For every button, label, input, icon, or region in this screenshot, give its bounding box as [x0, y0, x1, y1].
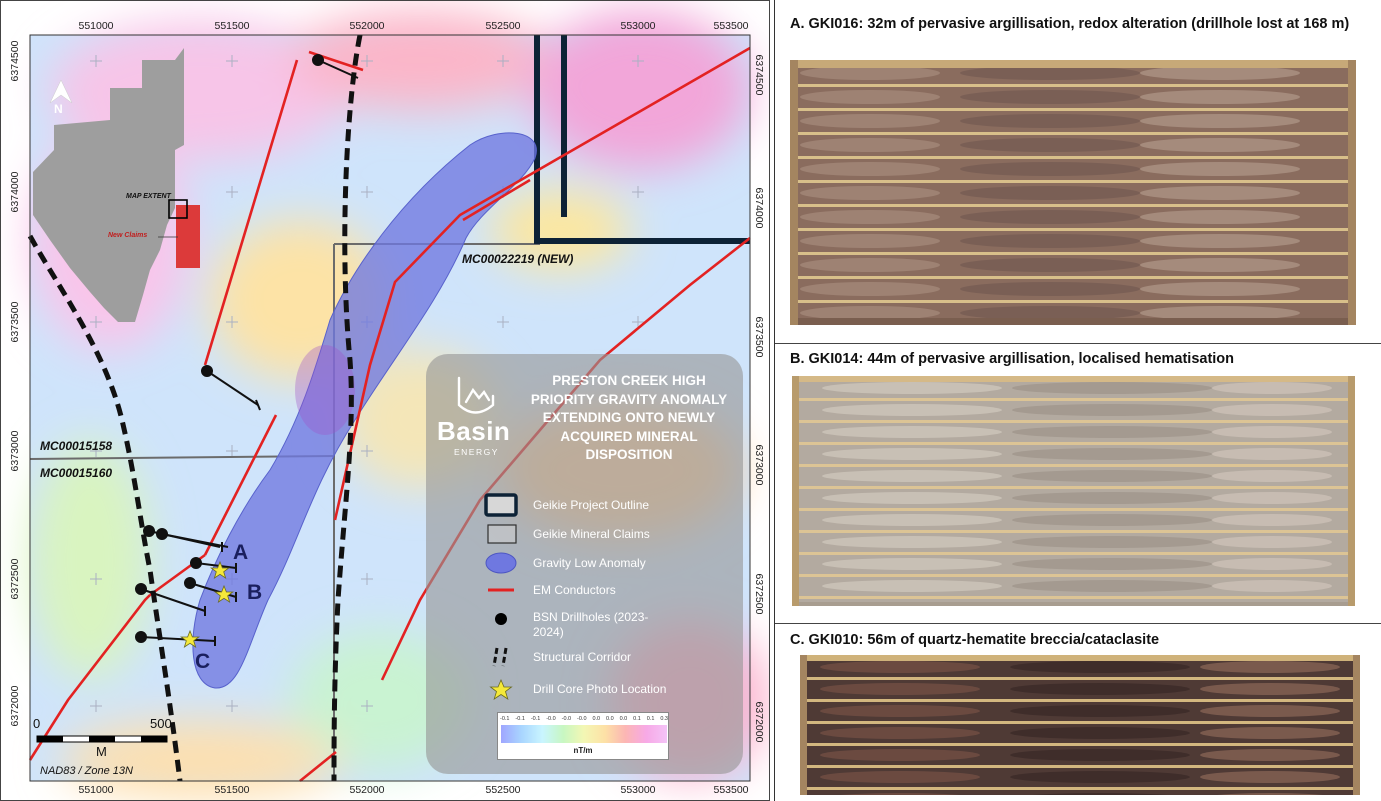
top-tick: 553000	[620, 20, 656, 32]
colorbar-tick: -0.1	[515, 716, 525, 722]
bottom-tick: 552000	[349, 784, 385, 796]
photo-caption-a: A. GKI016: 32m of pervasive argillisatio…	[790, 16, 1350, 32]
top-tick: 552500	[485, 20, 521, 32]
legend-item-label: BSN Drillholes (2023-2024)	[533, 610, 649, 639]
legend-item-label: EM Conductors	[533, 583, 616, 597]
inset-map	[33, 48, 200, 322]
crs-label: NAD83 / Zone 13N	[40, 765, 133, 777]
colorbar-tick: 0.0	[619, 716, 628, 722]
divider	[775, 343, 1381, 344]
top-tick: 551500	[214, 20, 250, 32]
gravity-low-anomaly	[192, 132, 537, 689]
legend-item-label: Gravity Low Anomaly	[533, 556, 646, 570]
map-frame	[29, 34, 751, 782]
right-tick: 6372000	[753, 701, 765, 743]
legend-item-label: Geikie Project Outline	[533, 498, 650, 512]
star-icon	[213, 584, 235, 603]
right-tick: 6373500	[753, 316, 765, 358]
anomaly-core	[295, 345, 355, 435]
core-photo-b	[792, 376, 1355, 606]
north-arrow-icon	[49, 79, 73, 104]
colorbar-tick: -0.0	[561, 716, 572, 722]
left-tick: 6372000	[9, 685, 21, 727]
claim-label-new: MC00022219 (NEW)	[462, 252, 574, 266]
bottom-tick: 553000	[620, 784, 656, 796]
legend-item-label: Geikie Mineral Claims	[533, 527, 650, 541]
left-tick: 6374000	[9, 171, 21, 213]
bottom-tick: 552500	[485, 784, 521, 796]
claim-label-south: MC00015160	[40, 466, 113, 480]
divider	[775, 623, 1381, 624]
right-tick: 6374500	[753, 54, 765, 96]
colorbar-tick: 0.1	[646, 716, 655, 722]
map-panel: 551000 551500 552000 552500 553000 55350…	[0, 0, 770, 801]
star-icon	[179, 629, 201, 648]
photo-location-label-a: A	[233, 541, 249, 564]
right-tick: 6373000	[753, 444, 765, 486]
colorbar: -0.1 -0.1 -0.1 -0.0 -0.0 -0.0 0.0 0.0 0.…	[497, 712, 669, 760]
claim-label-north: MC00015158	[40, 439, 113, 453]
brand-name: Basin	[437, 416, 511, 446]
core-photo-c	[800, 655, 1360, 795]
photo-caption-b: B. GKI014: 44m of pervasive argillisatio…	[790, 351, 1235, 367]
left-tick: 6372500	[9, 558, 21, 600]
top-tick: 553500	[713, 20, 749, 32]
map-extent-label: MAP EXTENT	[126, 193, 171, 200]
photo-panel: A. GKI016: 32m of pervasive argillisatio…	[774, 0, 1381, 801]
bottom-tick: 553500	[713, 784, 749, 796]
colorbar-gradient	[501, 725, 667, 743]
bottom-tick: 551000	[78, 784, 114, 796]
core-photo-stars	[179, 560, 235, 648]
right-tick: 6374000	[753, 187, 765, 229]
drillholes	[135, 54, 359, 646]
scale-end-label: 500	[150, 716, 172, 731]
left-tick: 6373500	[9, 301, 21, 343]
colorbar-tick: 0.3	[660, 716, 668, 722]
colorbar-tick: 0.0	[606, 716, 614, 722]
new-claims-label: New Claims	[108, 232, 148, 239]
colorbar-tick: 0.0	[592, 716, 601, 722]
structural-corridor	[27, 34, 363, 782]
legend-item-label: Drill Core Photo Location	[533, 682, 667, 696]
colorbar-tick: -0.1	[500, 716, 510, 722]
colorbar-unit: nT/m	[573, 746, 593, 755]
legend-title: PRESTON CREEK HIGH PRIORITY GRAVITY ANOM…	[530, 373, 728, 462]
colorbar-ticks: -0.1 -0.1 -0.1 -0.0 -0.0 -0.0 0.0 0.0 0.…	[500, 716, 668, 722]
bottom-tick: 551500	[214, 784, 250, 796]
legend-item-label: Structural Corridor	[533, 650, 632, 664]
photo-caption-c: C. GKI010: 56m of quartz-hematite brecci…	[790, 632, 1160, 648]
photo-location-label-b: B	[247, 581, 263, 604]
photo-location-label-c: C	[195, 650, 211, 673]
scale-unit-label: M	[96, 744, 107, 759]
scale-bar	[36, 735, 168, 743]
right-tick: 6372500	[753, 573, 765, 615]
left-tick: 6374500	[9, 40, 21, 82]
top-tick: 551000	[78, 20, 114, 32]
top-tick: 552000	[349, 20, 385, 32]
left-tick: 6373000	[9, 430, 21, 472]
core-photo-a	[790, 60, 1356, 325]
scale-start-label: 0	[33, 716, 41, 731]
colorbar-tick: -0.0	[546, 716, 556, 722]
legend-panel	[426, 354, 743, 774]
brand-sub: ENERGY	[454, 447, 499, 457]
colorbar-tick: -0.1	[530, 716, 541, 722]
north-label: N	[54, 102, 63, 116]
colorbar-tick: 0.1	[633, 716, 641, 722]
star-icon	[209, 560, 231, 579]
colorbar-tick: -0.0	[577, 716, 587, 722]
project-outline	[534, 35, 750, 244]
